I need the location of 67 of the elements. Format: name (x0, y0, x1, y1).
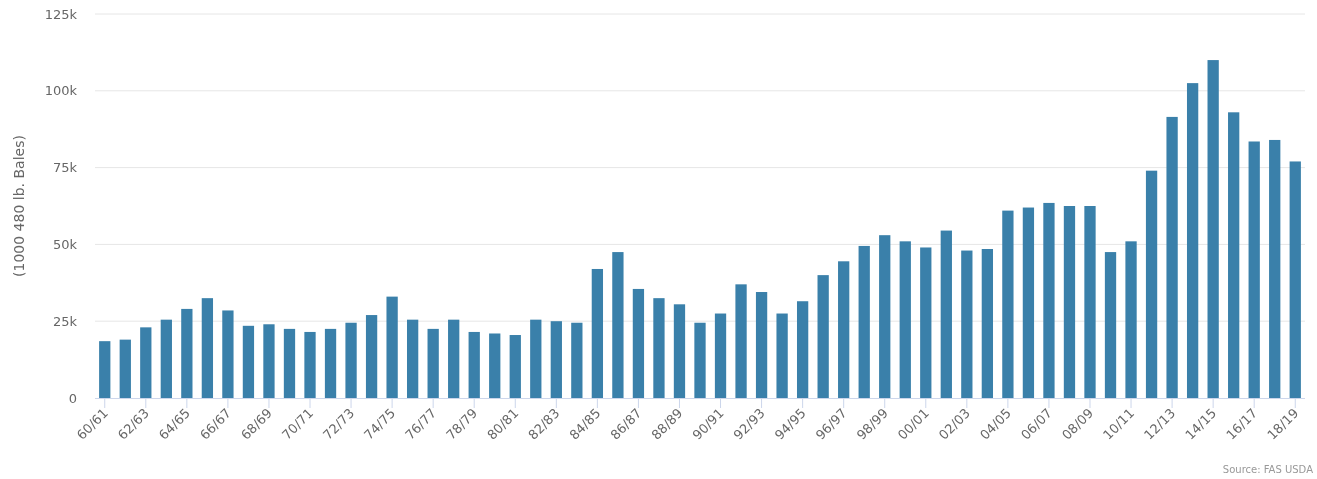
bar (530, 319, 542, 398)
y-tick-label: 100k (44, 83, 78, 99)
bar (283, 328, 296, 398)
bar (550, 321, 562, 398)
bar (242, 325, 255, 398)
bar (755, 292, 768, 398)
bar (571, 322, 583, 398)
bar (448, 319, 460, 398)
bar (1043, 202, 1055, 398)
bar (673, 304, 686, 398)
bar (99, 341, 111, 398)
bar (1207, 60, 1219, 398)
bar (119, 339, 131, 398)
bar (714, 313, 727, 398)
bar (1022, 207, 1035, 398)
bar (386, 296, 398, 398)
bar (776, 313, 788, 398)
bar (427, 328, 439, 398)
bar (879, 235, 891, 398)
bar (1186, 83, 1199, 398)
bar (591, 268, 604, 398)
source-note: Source: FAS USDA (1222, 464, 1314, 475)
bar (1063, 206, 1076, 398)
bar (263, 324, 275, 398)
bar (961, 250, 973, 398)
y-tick-label: 75k (52, 160, 78, 176)
bar (1248, 141, 1260, 398)
bar (304, 331, 316, 398)
bar (140, 327, 152, 398)
y-tick-label: 0 (68, 390, 77, 406)
bar (1289, 161, 1301, 398)
bar (653, 298, 665, 398)
bar (365, 315, 378, 398)
bar (345, 322, 357, 398)
bar (160, 319, 172, 398)
bar (181, 308, 193, 398)
y-tick-label: 125k (44, 6, 78, 22)
bar (1125, 241, 1137, 398)
bar (981, 249, 994, 398)
bar (838, 261, 850, 398)
bar (468, 331, 480, 398)
bar (489, 333, 501, 398)
y-tick-label: 50k (52, 236, 78, 252)
bar (817, 275, 829, 398)
bar (940, 230, 952, 398)
bar (735, 284, 747, 398)
bar (509, 335, 521, 398)
bar (796, 301, 809, 398)
bar (201, 298, 214, 398)
bar (222, 310, 234, 398)
bar (920, 247, 932, 398)
bar (694, 322, 706, 398)
bar (406, 319, 419, 398)
bar (324, 328, 337, 398)
y-tick-label: 25k (52, 313, 78, 329)
bar (632, 288, 645, 398)
bar (1228, 112, 1240, 398)
bar (1002, 210, 1014, 398)
bar (612, 252, 624, 398)
bar (899, 241, 911, 398)
y-axis-title: (1000 480 lb. Bales) (11, 135, 27, 277)
bar (1166, 116, 1178, 398)
bar (858, 245, 870, 398)
bar (1084, 206, 1096, 398)
bar (1145, 170, 1158, 398)
bar (1269, 139, 1281, 398)
bar (1104, 252, 1117, 398)
